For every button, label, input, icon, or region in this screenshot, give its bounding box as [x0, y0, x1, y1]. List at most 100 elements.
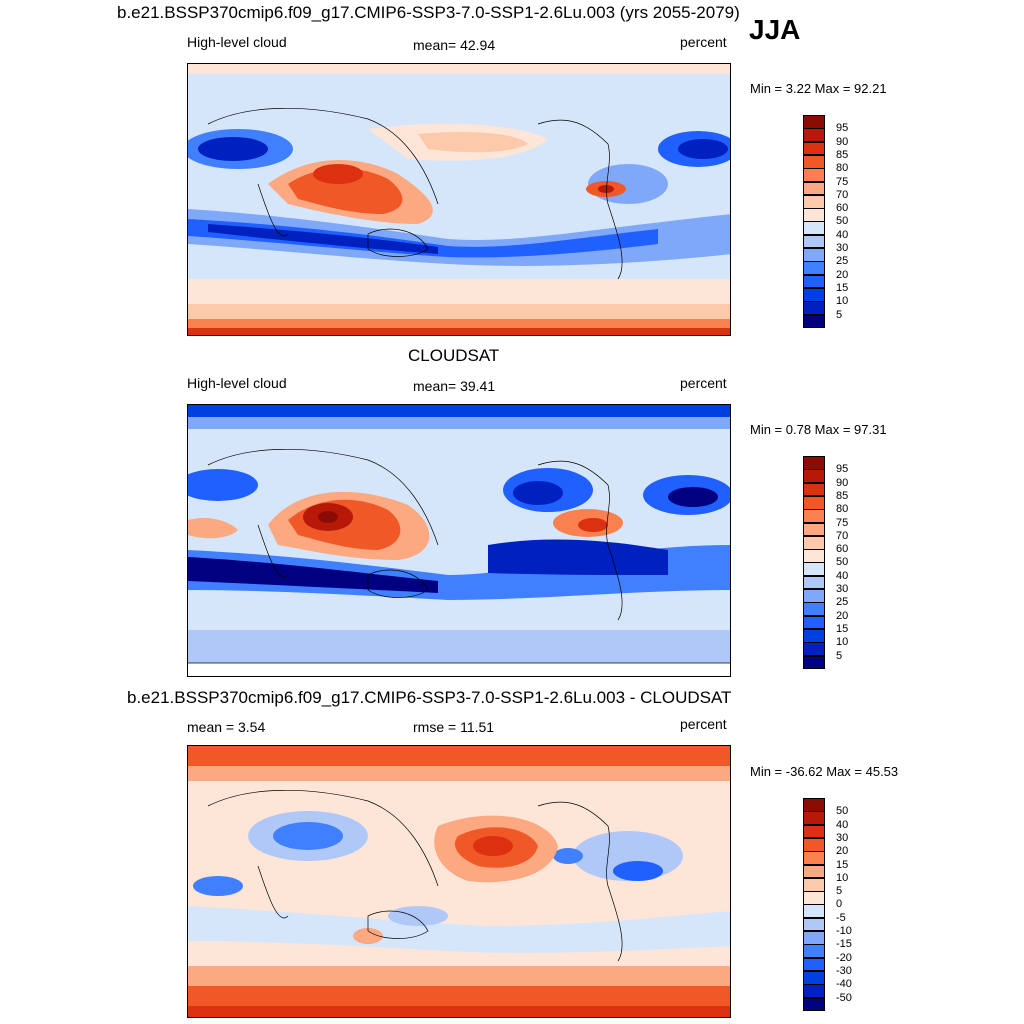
colorbar-tick-label: 60 — [836, 202, 849, 215]
panel1-map — [187, 63, 731, 336]
colorbar-tick-label: 50 — [836, 805, 849, 818]
colorbar-segment — [803, 655, 825, 670]
colorbar-tick-label: 50 — [836, 556, 849, 569]
colorbar-tick-label: -40 — [836, 978, 852, 991]
colorbar-segment — [803, 824, 825, 839]
colorbar-segment — [803, 509, 825, 523]
colorbar-segment — [803, 615, 825, 630]
colorbar-segment — [803, 602, 825, 617]
colorbar-segment — [803, 798, 825, 812]
colorbar-tick-label: -5 — [836, 911, 846, 924]
colorbar-tick-label: 15 — [836, 858, 849, 871]
colorbar-tick-label: -15 — [836, 938, 852, 951]
colorbar-tick-label: 5 — [836, 308, 843, 321]
panel2-field — [188, 405, 730, 676]
colorbar-tick-label: -50 — [836, 991, 852, 1004]
colorbar-tick-label: 20 — [836, 845, 849, 858]
panel3-map — [187, 745, 731, 1018]
colorbar-segment — [803, 274, 825, 289]
colorbar-tick-label: 80 — [836, 162, 849, 175]
colorbar-segment — [803, 851, 825, 865]
colorbar-segment — [803, 904, 825, 919]
colorbar-tick-label: 30 — [836, 583, 849, 595]
colorbar-segment — [803, 562, 825, 577]
colorbar-tick-label: 15 — [836, 281, 849, 294]
colorbar-segment — [803, 877, 825, 892]
season-label: JJA — [749, 14, 801, 45]
colorbar-tick-label: 70 — [836, 188, 849, 201]
colorbar-tick-label: 85 — [836, 489, 849, 502]
colorbar-segment — [803, 522, 825, 537]
colorbar-tick-label: 60 — [836, 543, 849, 556]
colorbar-tick-label: 85 — [836, 148, 849, 161]
colorbar-segment — [803, 248, 825, 262]
colorbar-tick-label: 20 — [836, 268, 849, 281]
panel1-mean-label: mean= 42.94 — [413, 37, 496, 53]
colorbar-segment — [803, 314, 825, 329]
panel2-minmax: Min = 0.78 Max = 97.31 — [750, 422, 887, 437]
colorbar-segment — [803, 301, 825, 315]
colorbar-tick-label: 40 — [836, 569, 849, 582]
colorbar-segment — [803, 128, 825, 143]
colorbar-segment — [803, 194, 825, 209]
panel1-left-label: High-level cloud — [187, 34, 287, 50]
colorbar-segment — [803, 837, 825, 852]
panel1-title: b.e21.BSSP370cmip6.f09_g17.CMIP6-SSP3-7.… — [117, 3, 740, 22]
panel3-title: b.e21.BSSP370cmip6.f09_g17.CMIP6-SSP3-7.… — [127, 688, 732, 707]
colorbar-tick-label: 0 — [836, 898, 843, 911]
panel1-units-label: percent — [680, 34, 727, 50]
panel1-field — [188, 64, 730, 335]
colorbar-segment — [803, 482, 825, 497]
colorbar-segment — [803, 984, 825, 998]
colorbar-tick-label: 10 — [836, 871, 849, 884]
panel1-minmax: Min = 3.22 Max = 92.21 — [750, 81, 887, 96]
colorbar-tick-label: 25 — [836, 255, 849, 268]
colorbar-segment — [803, 154, 825, 169]
colorbar-segment — [803, 970, 825, 985]
colorbar-tick-label: 50 — [836, 215, 849, 228]
colorbar-segment — [803, 469, 825, 484]
colorbar-tick-label: 40 — [836, 818, 849, 831]
panel3-minmax: Min = -36.62 Max = 45.53 — [750, 764, 899, 779]
colorbar-segment — [803, 234, 825, 249]
colorbar-tick-label: 90 — [836, 476, 849, 489]
panel2-units-label: percent — [680, 375, 727, 391]
colorbar-tick-label: 40 — [836, 228, 849, 241]
colorbar-segment — [803, 944, 825, 959]
colorbar-tick-label: -10 — [836, 925, 852, 937]
panel3-mean-label: mean = 3.54 — [187, 719, 266, 735]
colorbar-segment — [803, 221, 825, 236]
panel2-title: CLOUDSAT — [408, 346, 500, 365]
colorbar-tick-label: -20 — [836, 951, 852, 964]
panel3-rmse-label: rmse = 11.51 — [413, 719, 495, 735]
colorbar-segment — [803, 549, 825, 563]
colorbar-segment — [803, 931, 825, 945]
colorbar-segment — [803, 575, 825, 590]
colorbar-tick-label: 90 — [836, 135, 849, 148]
colorbar-tick-label: 75 — [836, 175, 849, 188]
colorbar-segment — [803, 261, 825, 276]
colorbar-segment — [803, 642, 825, 656]
colorbar-segment — [803, 917, 825, 932]
colorbar-tick-label: 10 — [836, 636, 849, 649]
colorbar-segment — [803, 864, 825, 879]
colorbar-tick-label: 5 — [836, 885, 843, 898]
colorbar-segment — [803, 495, 825, 510]
panel3-units-label: percent — [680, 716, 727, 732]
colorbar-tick-label: 70 — [836, 529, 849, 542]
colorbar-segment — [803, 456, 825, 470]
colorbar-segment — [803, 589, 825, 603]
colorbar-segment — [803, 628, 825, 643]
colorbar-segment — [803, 535, 825, 550]
colorbar-segment — [803, 997, 825, 1012]
colorbar-tick-label: 75 — [836, 516, 849, 529]
colorbar-tick-label: 20 — [836, 609, 849, 622]
colorbar-tick-label: 10 — [836, 295, 849, 308]
colorbar-segment — [803, 891, 825, 905]
colorbar-segment — [803, 141, 825, 156]
colorbar-segment — [803, 811, 825, 826]
colorbar-tick-label: 25 — [836, 596, 849, 609]
panel2-map — [187, 404, 731, 677]
colorbar-tick-label: 5 — [836, 649, 843, 662]
panel3-field — [188, 746, 730, 1017]
